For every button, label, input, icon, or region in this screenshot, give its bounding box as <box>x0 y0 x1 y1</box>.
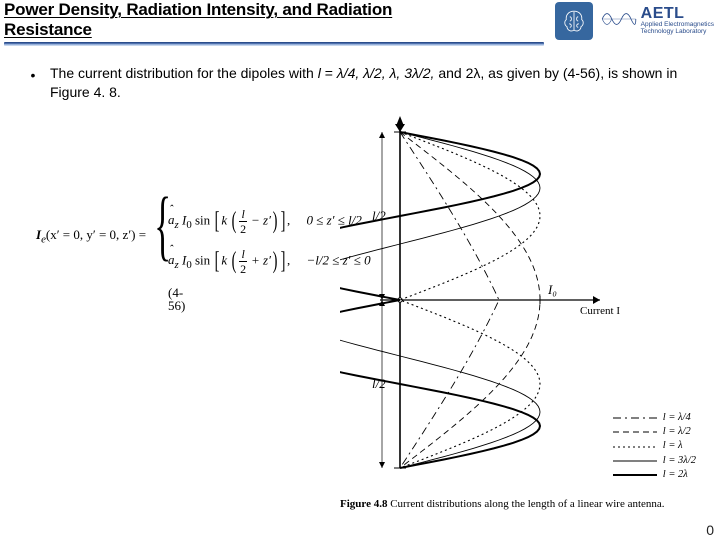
slide-title: Power Density, Radiation Intensity, and … <box>4 0 392 39</box>
chart-legend: l = λ/4l = λ/2l = λl = 3λ/2l = 2λ <box>613 411 696 482</box>
legend-label: l = 2λ <box>663 468 688 482</box>
v4: 3λ/2, <box>404 65 438 81</box>
legend-swatch <box>613 413 657 423</box>
a-hat2: a <box>168 252 175 267</box>
sin1: sin <box>195 212 210 227</box>
svg-text:I₀: I₀ <box>547 282 557 297</box>
svg-text:Current I: Current I <box>580 305 620 317</box>
fn2: l <box>239 248 246 262</box>
figure-caption: Figure 4.8 Current distributions along t… <box>340 498 665 510</box>
sin2: sin <box>195 252 210 267</box>
bullet-dot: • <box>30 64 36 102</box>
legend-swatch <box>613 427 657 437</box>
pz: + z′ <box>248 252 271 267</box>
caption-text: Current distributions along the length o… <box>387 498 664 510</box>
k1: k <box>221 212 227 227</box>
mz: − z′ <box>248 212 271 227</box>
fn1: l <box>239 208 246 222</box>
eq-args: (x′ = 0, y′ = 0, z′) = <box>46 227 146 242</box>
bullet-pre: The current distribution for the dipoles… <box>50 65 318 81</box>
fd2: 2 <box>239 262 246 275</box>
legend-swatch <box>613 456 657 466</box>
legend-swatch <box>613 470 657 480</box>
brain-logo <box>555 2 593 40</box>
legend-row: l = λ/2 <box>613 425 696 439</box>
a-sub2: z <box>175 259 179 271</box>
legend-row: l = 3λ/2 <box>613 454 696 468</box>
legend-label: l = λ/2 <box>663 425 691 439</box>
v1: λ/4, <box>337 65 363 81</box>
legend-label: l = 3λ/2 <box>663 454 696 468</box>
brain-icon <box>560 7 588 35</box>
legend-label: l = λ/4 <box>663 411 691 425</box>
eq-lhs: Ie(x′ = 0, y′ = 0, z′) = <box>36 228 146 245</box>
I0-sub2: 0 <box>186 259 191 271</box>
legend-row: l = 2λ <box>613 468 696 482</box>
aetl-logo: AETL Applied Electromagnetics Technology… <box>601 6 714 36</box>
eq-number: (4-56) <box>168 286 185 312</box>
legend-label: l = λ <box>663 439 683 453</box>
a-hat: a <box>168 212 175 227</box>
legend-row: l = λ/4 <box>613 411 696 425</box>
fd1: 2 <box>239 222 246 235</box>
a-sub: z <box>175 219 179 231</box>
logo-group: AETL Applied Electromagnetics Technology… <box>555 2 714 40</box>
v3: λ, <box>390 65 405 81</box>
page-number: 0 <box>706 522 714 538</box>
I0-sub: 0 <box>186 219 191 231</box>
wave-icon <box>601 7 637 36</box>
bullet-text: The current distribution for the dipoles… <box>50 64 700 102</box>
legend-swatch <box>613 442 657 452</box>
title-underline <box>4 42 544 46</box>
v5: and 2λ, <box>438 65 488 81</box>
slide-header: Power Density, Radiation Intensity, and … <box>0 0 720 48</box>
caption-fig: Figure 4.8 <box>340 498 387 510</box>
title-line-2: Resistance <box>4 20 92 39</box>
aetl-text: AETL Applied Electromagnetics Technology… <box>641 6 714 36</box>
k2: k <box>221 252 227 267</box>
figure-zone: Ie(x′ = 0, y′ = 0, z′) = { az I0 sin [k … <box>60 120 700 510</box>
eq-row-1: az I0 sin [k (l2 − z′)], 0 ≤ z′ ≤ l/2 <box>168 208 362 235</box>
eq-sign: = <box>321 65 337 81</box>
aetl-acronym: AETL <box>641 6 714 22</box>
legend-row: l = λ <box>613 439 696 453</box>
v2: λ/2, <box>363 65 389 81</box>
body: • The current distribution for the dipol… <box>30 64 700 102</box>
bullet-item: • The current distribution for the dipol… <box>30 64 700 102</box>
title-line-1: Power Density, Radiation Intensity, and … <box>4 0 392 19</box>
aetl-sub-2: Technology Laboratory <box>641 29 714 36</box>
